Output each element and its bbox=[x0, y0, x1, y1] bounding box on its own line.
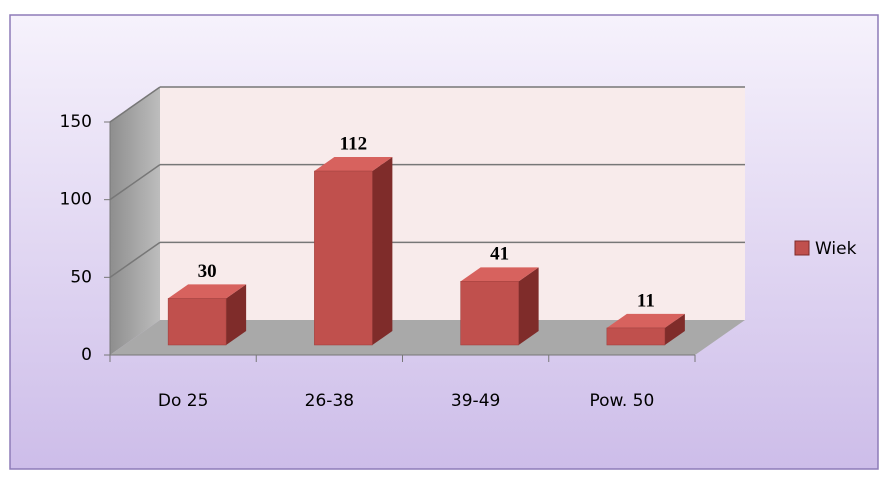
bar bbox=[606, 327, 666, 346]
bar-top bbox=[168, 284, 247, 299]
grid-line bbox=[109, 241, 161, 278]
legend-label: Wiek bbox=[815, 239, 857, 259]
y-tick-label: 100 bbox=[60, 190, 92, 210]
x-tick-label: Pow. 50 bbox=[589, 391, 654, 411]
bar bbox=[460, 281, 519, 346]
bar-side bbox=[664, 313, 685, 345]
bar-top bbox=[606, 313, 685, 328]
grid-line bbox=[109, 164, 161, 201]
x-tick-label: 26-38 bbox=[305, 391, 354, 411]
value-label: 30 bbox=[198, 261, 217, 282]
back-wall bbox=[160, 87, 745, 320]
y-tick-label: 150 bbox=[60, 112, 92, 132]
x-tick-label: 39-49 bbox=[451, 391, 500, 411]
bar-top bbox=[460, 267, 539, 282]
bar-side bbox=[226, 284, 247, 345]
x-tick-label: Do 25 bbox=[158, 391, 209, 411]
floor bbox=[110, 320, 745, 355]
y-tick-label: 0 bbox=[81, 345, 92, 365]
y-tick-label: 50 bbox=[70, 267, 92, 287]
grid-line bbox=[109, 86, 161, 123]
value-label: 112 bbox=[340, 133, 367, 154]
bar-top bbox=[314, 157, 393, 172]
bar-side bbox=[372, 157, 393, 345]
value-label: 41 bbox=[490, 244, 509, 265]
side-wall bbox=[110, 87, 160, 355]
bar bbox=[314, 170, 373, 346]
value-label: 11 bbox=[637, 290, 655, 311]
bar bbox=[167, 298, 227, 346]
legend-swatch bbox=[794, 240, 810, 256]
bar-side bbox=[518, 267, 539, 345]
